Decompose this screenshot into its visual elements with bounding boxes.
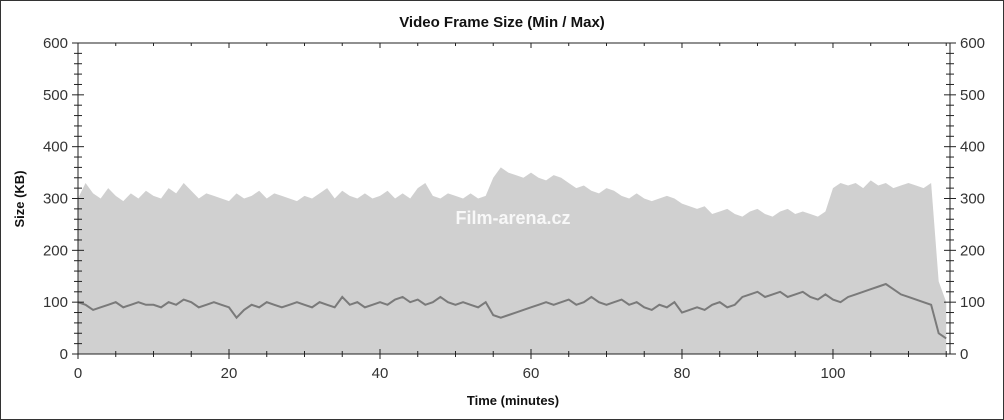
y-tick-label-left: 0 (60, 346, 68, 363)
y-tick-label-right: 400 (960, 139, 985, 156)
y-tick-label-left: 500 (43, 87, 68, 104)
y-axis-label: Size (KB) (12, 170, 27, 227)
y-tick-label-left: 300 (43, 191, 68, 208)
y-tick-label-left: 200 (43, 242, 68, 259)
y-tick-label-right: 500 (960, 87, 985, 104)
y-tick-label-right: 0 (960, 346, 968, 363)
x-tick-label: 80 (674, 365, 691, 382)
series-max-area (78, 167, 947, 354)
x-tick-label: 100 (820, 365, 845, 382)
y-tick-label-left: 400 (43, 139, 68, 156)
y-tick-label-left: 600 (43, 35, 68, 52)
x-tick-label: 0 (74, 365, 82, 382)
watermark-logo: Film-arena.cz (455, 208, 570, 228)
x-axis-label: Time (minutes) (467, 393, 559, 408)
x-tick-label: 40 (372, 365, 389, 382)
y-tick-label-right: 200 (960, 242, 985, 259)
plot-area (77, 167, 947, 354)
y-tick-label-left: 100 (43, 294, 68, 311)
y-tick-label-right: 300 (960, 191, 985, 208)
x-tick-label: 60 (523, 365, 540, 382)
y-tick-label-right: 100 (960, 294, 985, 311)
series-min-line (77, 282, 947, 340)
chart-title: Video Frame Size (Min / Max) (399, 14, 605, 31)
x-tick-label: 20 (221, 365, 238, 382)
y-tick-label-right: 600 (960, 35, 985, 52)
